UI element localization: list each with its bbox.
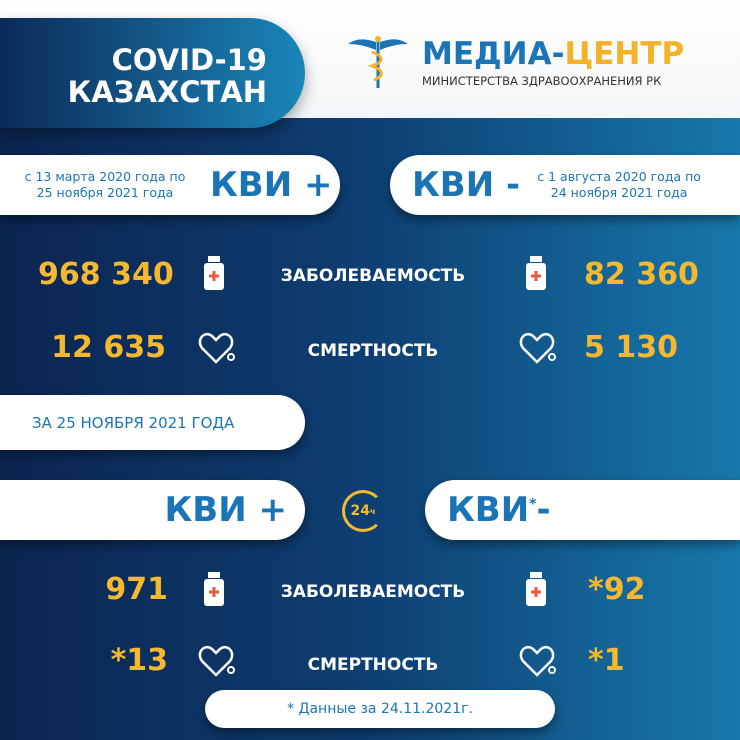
title-banner: COVID-19 КАЗАХСТАН [0,18,305,128]
daily-date-pill: ЗА 25 НОЯБРЯ 2021 ГОДА [0,395,305,450]
cases-label: ЗАБОЛЕВАЕМОСТЬ [280,266,466,286]
kvi-plus-period-pill: с 13 марта 2020 года по 25 ноября 2021 г… [0,155,340,215]
heart-icon [198,645,235,677]
kvi-plus-total-cases: 968 340 [38,257,174,292]
medicine-bottle-icon [204,572,224,606]
24h-icon: 24 ч [342,490,384,532]
footnote-pill: * Данные за 24.11.2021г. [205,690,555,728]
medicine-bottle-icon [526,256,546,290]
kvi-plus-label: КВИ + [210,165,333,205]
daily-kvi-minus-deaths: *1 [588,643,625,678]
deaths-label: СМЕРТНОСТЬ [307,341,439,361]
caduceus-icon [348,36,408,88]
daily-kvi-minus-label: КВИ*- [447,490,551,530]
title-line2: КАЗАХСТАН [67,75,267,109]
logo-title: МЕДИА-ЦЕНТР [422,36,685,72]
daily-kvi-plus-pill: КВИ + [0,480,305,540]
period-text: с 1 августа 2020 года по 24 ноября 2021 … [537,169,701,200]
heart-icon [198,332,235,364]
daily-kvi-minus-pill: КВИ*- [425,480,740,540]
kvi-minus-period-pill: КВИ - с 1 августа 2020 года по 24 ноября… [390,155,740,215]
medicine-bottle-icon [526,572,546,606]
logo-subtitle: МИНИСТЕРСТВА ЗДРАВООХРАНЕНИЯ РК [422,74,662,88]
daily-kvi-plus-deaths: *13 [110,643,168,678]
daily-kvi-plus-cases: 971 [105,572,168,607]
period-text: с 13 марта 2020 года по 25 ноября 2021 г… [24,169,186,200]
title-line1: COVID-19 [111,43,267,77]
medicine-bottle-icon [204,256,224,290]
kvi-minus-label: КВИ - [412,165,521,205]
footnote-text: * Данные за 24.11.2021г. [287,701,473,717]
daily-kvi-minus-cases: *92 [588,572,646,607]
daily-date-label: ЗА 25 НОЯБРЯ 2021 ГОДА [32,413,235,432]
kvi-minus-total-cases: 82 360 [584,257,699,292]
heart-icon [519,645,556,677]
kvi-plus-total-deaths: 12 635 [51,330,166,365]
deaths-label: СМЕРТНОСТЬ [307,655,439,675]
kvi-minus-total-deaths: 5 130 [584,330,678,365]
cases-label: ЗАБОЛЕВАЕМОСТЬ [280,582,466,602]
daily-kvi-plus-label: КВИ + [164,490,288,530]
heart-icon [519,332,556,364]
media-center-logo: МЕДИА-ЦЕНТР МИНИСТЕРСТВА ЗДРАВООХРАНЕНИЯ… [346,34,684,90]
